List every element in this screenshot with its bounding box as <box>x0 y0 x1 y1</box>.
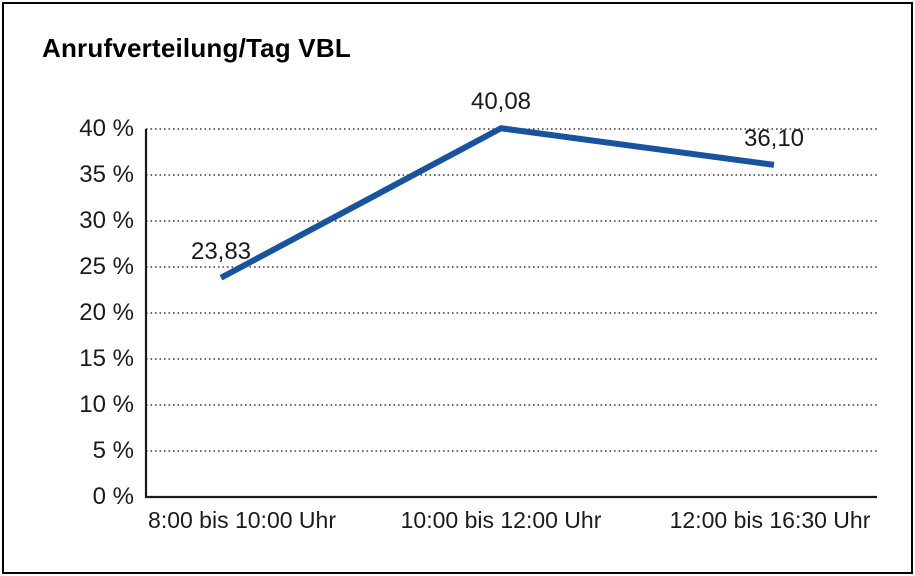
y-tick-label: 35 % <box>79 161 134 188</box>
y-tick-label: 10 % <box>79 391 134 418</box>
x-category-label: 8:00 bis 10:00 Uhr <box>148 507 336 533</box>
gridlines-group <box>146 128 877 452</box>
chart-title: Anrufverteilung/Tag VBL <box>42 33 351 63</box>
y-tick-label: 25 % <box>79 253 134 280</box>
y-tick-label: 20 % <box>79 299 134 326</box>
y-tick-label: 0 % <box>92 483 134 510</box>
y-tick-label: 15 % <box>79 345 134 372</box>
data-point-label: 40,08 <box>470 88 532 116</box>
y-tick-label: 30 % <box>79 207 134 234</box>
x-category-label: 10:00 bis 12:00 Uhr <box>400 507 602 533</box>
data-line <box>219 125 775 281</box>
y-tick-label: 40 % <box>79 115 134 142</box>
data-point-label: 36,10 <box>743 124 805 152</box>
x-category-label: 12:00 bis 16:30 Uhr <box>669 507 871 533</box>
data-point-label: 23,83 <box>190 237 252 265</box>
axis-lines <box>144 129 877 499</box>
y-tick-label: 5 % <box>92 437 134 464</box>
line-chart-canvas <box>144 125 877 499</box>
